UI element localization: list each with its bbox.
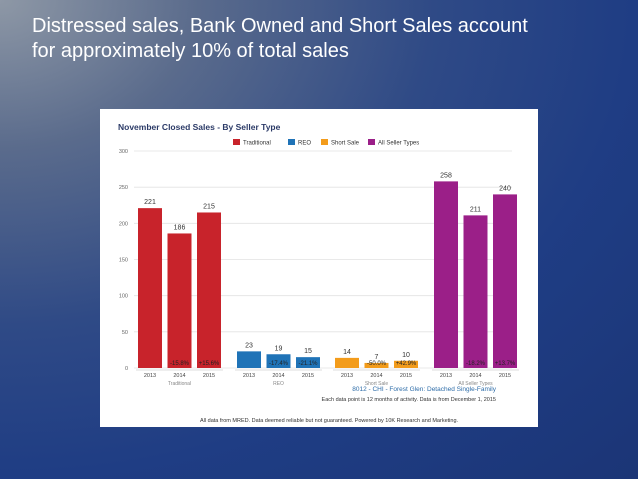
chart-title: November Closed Sales - By Seller Type	[118, 122, 281, 132]
chart-period-note: Each data point is 12 months of activity…	[322, 397, 496, 403]
legend-label: Short Sale	[331, 141, 360, 147]
y-tick-label: 300	[119, 149, 128, 155]
x-tick-label: 2015	[499, 373, 511, 379]
group-label: All Seller Types	[458, 381, 493, 387]
legend-label: Traditional	[243, 141, 271, 147]
bar	[463, 215, 488, 368]
y-tick-label: 100	[119, 294, 128, 300]
y-tick-label: 50	[122, 330, 128, 336]
bar	[296, 357, 320, 368]
bar-change-label: -21.1%	[298, 361, 318, 367]
bar-value-label: 7	[375, 354, 379, 361]
chart-bars	[138, 181, 517, 368]
bar-value-label: 14	[343, 349, 351, 356]
bar	[394, 360, 418, 368]
bar	[237, 351, 261, 368]
group-label: REO	[273, 381, 284, 387]
x-tick-label: 2015	[203, 373, 215, 379]
chart-card: November Closed Sales - By Seller Type T…	[100, 109, 538, 427]
legend-label: All Seller Types	[378, 141, 419, 147]
bar-change-label: -15.8%	[170, 361, 190, 367]
bar	[493, 194, 517, 368]
bar-value-label: 215	[203, 203, 215, 210]
bar-value-label: 211	[470, 206, 481, 213]
x-tick-label: 2013	[243, 373, 255, 379]
bar-value-label: 23	[245, 342, 253, 349]
chart-subtitle: 8012 - CHI - Forest Glen: Detached Singl…	[352, 386, 497, 393]
bar-change-label: -17.4%	[269, 361, 289, 367]
x-tick-label: 2014	[370, 373, 382, 379]
chart-legend: Traditional REO Short Sale All Seller Types	[233, 139, 419, 147]
bar-value-label: 15	[304, 348, 312, 355]
group-label: Traditional	[168, 381, 191, 387]
slide-title: Distressed sales, Bank Owned and Short S…	[32, 14, 622, 64]
bar-change-label: +15.6%	[199, 361, 220, 367]
bar	[167, 233, 192, 368]
bar-change-label: +13.7%	[495, 361, 516, 367]
legend-swatch	[233, 139, 240, 145]
bar-value-label: 19	[275, 345, 283, 352]
chart-labels: 221 2013 186 -15.8% 2014 215 +15.6% 2015 Traditi…	[136, 172, 519, 387]
x-tick-label: 2013	[341, 373, 353, 379]
chart-disclaimer: All data from MRED. Data deemed reliable…	[200, 418, 459, 424]
bar	[335, 357, 359, 368]
x-tick-label: 2013	[440, 373, 452, 379]
y-tick-label: 250	[119, 185, 128, 191]
y-tick-label: 200	[119, 221, 128, 227]
closed-sales-chart: November Closed Sales - By Seller Type T…	[118, 122, 519, 424]
bar	[138, 208, 162, 368]
y-tick-label: 0	[125, 366, 128, 372]
legend-swatch	[368, 139, 375, 145]
legend-swatch	[288, 139, 295, 145]
bar	[364, 362, 389, 368]
x-tick-label: 2014	[173, 373, 185, 379]
bar-change-label: -18.2%	[466, 361, 486, 367]
bar-value-label: 10	[402, 352, 410, 359]
bar	[266, 354, 291, 368]
group-label: Short Sale	[365, 381, 389, 387]
y-tick-label: 150	[119, 258, 128, 264]
x-tick-label: 2014	[469, 373, 481, 379]
bar	[434, 181, 458, 368]
x-tick-label: 2015	[302, 373, 314, 379]
x-tick-label: 2014	[272, 373, 284, 379]
bar-change-label: +42.9%	[396, 361, 417, 367]
x-tick-label: 2015	[400, 373, 412, 379]
slide-title-line-1: Distressed sales, Bank Owned and Short S…	[32, 15, 528, 37]
x-tick-label: 2013	[144, 373, 156, 379]
bar-value-label: 186	[174, 224, 186, 231]
bar-value-label: 240	[499, 185, 511, 192]
bar-change-label: -50.0%	[367, 361, 387, 367]
bar-value-label: 258	[440, 172, 452, 179]
slide-title-line-2: for approximately 10% of total sales	[32, 40, 349, 62]
legend-label: REO	[298, 141, 311, 147]
bar-value-label: 221	[144, 199, 156, 206]
bar	[197, 212, 221, 368]
legend-swatch	[321, 139, 328, 145]
